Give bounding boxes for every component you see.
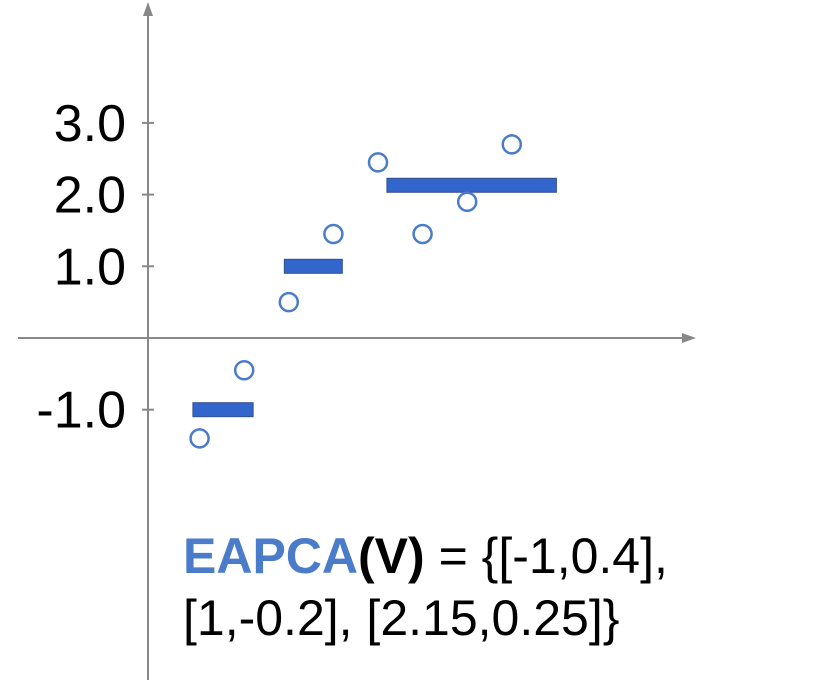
segment-0: [192, 402, 254, 418]
segments: [192, 177, 557, 418]
y-ticks: 3.0 2.0 1.0 -1.0: [36, 95, 154, 440]
formula-line-1: EAPCA(V) = {[-1,0.4],: [183, 525, 832, 587]
point-0: [189, 428, 210, 449]
x-axis-arrow: [682, 333, 696, 343]
y-tick-label-2: 1.0: [54, 238, 126, 296]
point-3: [323, 223, 344, 245]
point-6: [456, 191, 478, 213]
points: [189, 134, 523, 449]
formula-line-2: [1,-0.2], [2.15,0.25]}: [183, 590, 620, 646]
formula: EAPCA(V) = {[-1,0.4], [1,-0.2], [2.15,0.…: [183, 525, 832, 649]
point-1: [233, 360, 255, 381]
segment-2: [386, 177, 557, 193]
y-axis-arrow: [143, 2, 153, 16]
y-tick-label-1: 2.0: [54, 167, 126, 225]
axes: [18, 2, 696, 680]
formula-name: EAPCA: [183, 528, 359, 584]
y-tick-label-0: 3.0: [54, 95, 126, 153]
point-5: [412, 223, 433, 245]
formula-arg: (V): [358, 528, 425, 584]
point-4: [367, 152, 389, 173]
segment-1: [283, 258, 343, 274]
formula-line1-rest: = {[-1,0.4],: [424, 528, 668, 584]
point-7: [501, 134, 523, 155]
point-2: [278, 291, 300, 313]
y-tick-label-3: -1.0: [36, 382, 126, 440]
